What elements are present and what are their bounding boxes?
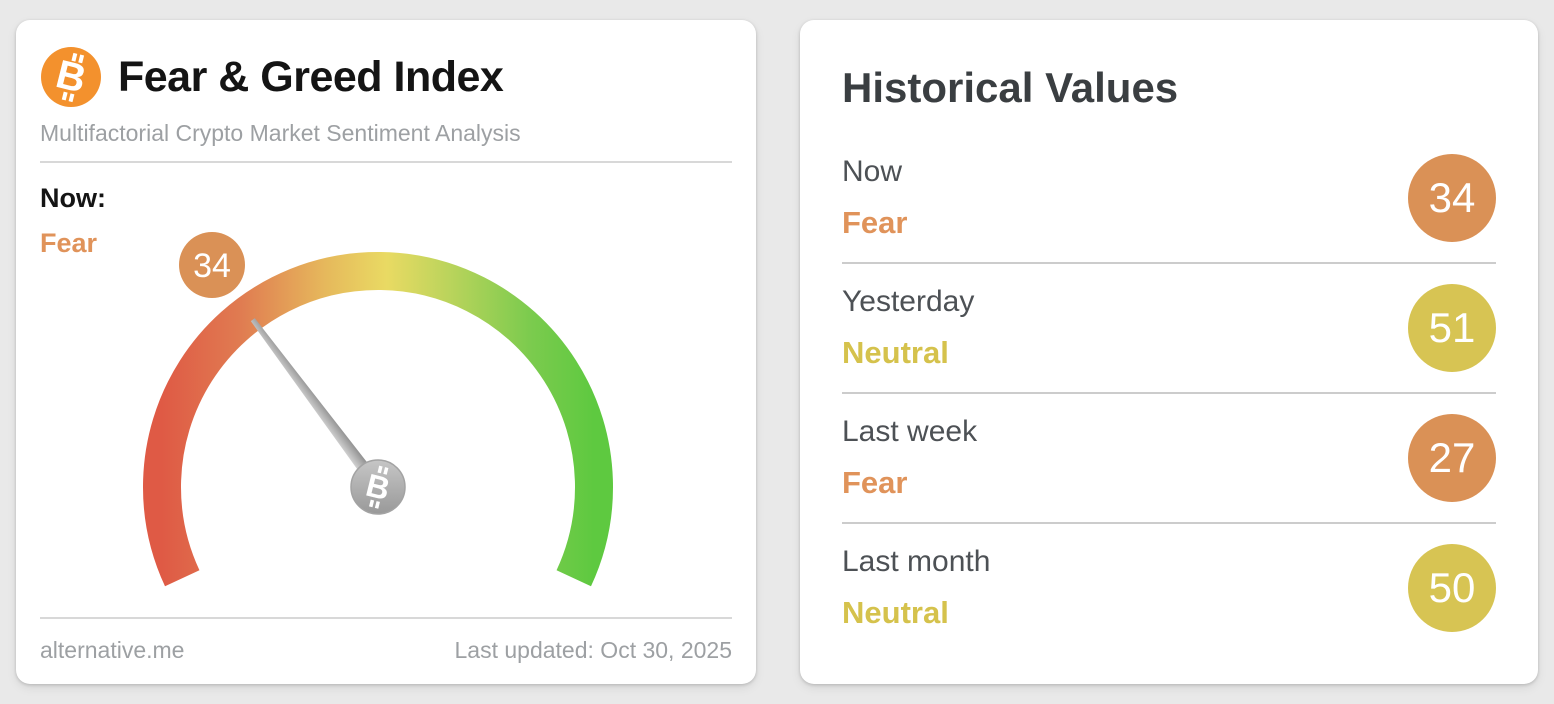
gauge-needle [250,318,384,491]
history-row-classification: Fear [842,465,908,500]
now-classification: Fear [40,228,98,258]
gauge-pivot-bitcoin-icon: B [350,459,406,515]
card-footer: alternative.me Last updated: Oct 30, 202… [40,617,732,664]
history-row-label: Last month [842,545,991,578]
gauge-arc [143,252,613,587]
card-subtitle: Multifactorial Crypto Market Sentiment A… [40,120,521,146]
history-value-badge: 51 [1408,284,1496,372]
history-row-label: Yesterday [842,285,975,318]
history-row-last-week: Last week Fear 27 [842,392,1496,522]
svg-text:B: B [362,467,393,508]
history-value-badge: 34 [1408,154,1496,242]
source-link[interactable]: alternative.me [40,637,185,663]
fear-greed-index-card: B Fear & Greed Index Multifactorial Cryp… [16,20,756,684]
last-updated-text: Last updated: Oct 30, 2025 [454,637,732,663]
history-row-classification: Neutral [842,595,949,630]
history-row-label: Now [842,155,903,188]
current-sentiment-block: Now: Fear [40,183,732,259]
historical-values-title: Historical Values [842,64,1179,111]
historical-values-card: Historical Values Now Fear 34 Yesterday … [800,20,1538,684]
page-title: Fear & Greed Index [118,52,504,101]
history-row-classification: Neutral [842,335,949,370]
history-row-yesterday: Yesterday Neutral 51 [842,262,1496,392]
history-row-classification: Fear [842,205,908,240]
history-row-last-month: Last month Neutral 50 [842,522,1496,652]
bitcoin-logo-icon: B [41,47,101,107]
header-divider [40,161,732,163]
history-value-badge: 50 [1408,544,1496,632]
now-label: Now: [40,183,106,213]
card-header: B Fear & Greed Index [40,46,732,108]
history-row-label: Last week [842,415,978,448]
history-value-badge: 27 [1408,414,1496,502]
history-row-now: Now Fear 34 [842,134,1496,262]
